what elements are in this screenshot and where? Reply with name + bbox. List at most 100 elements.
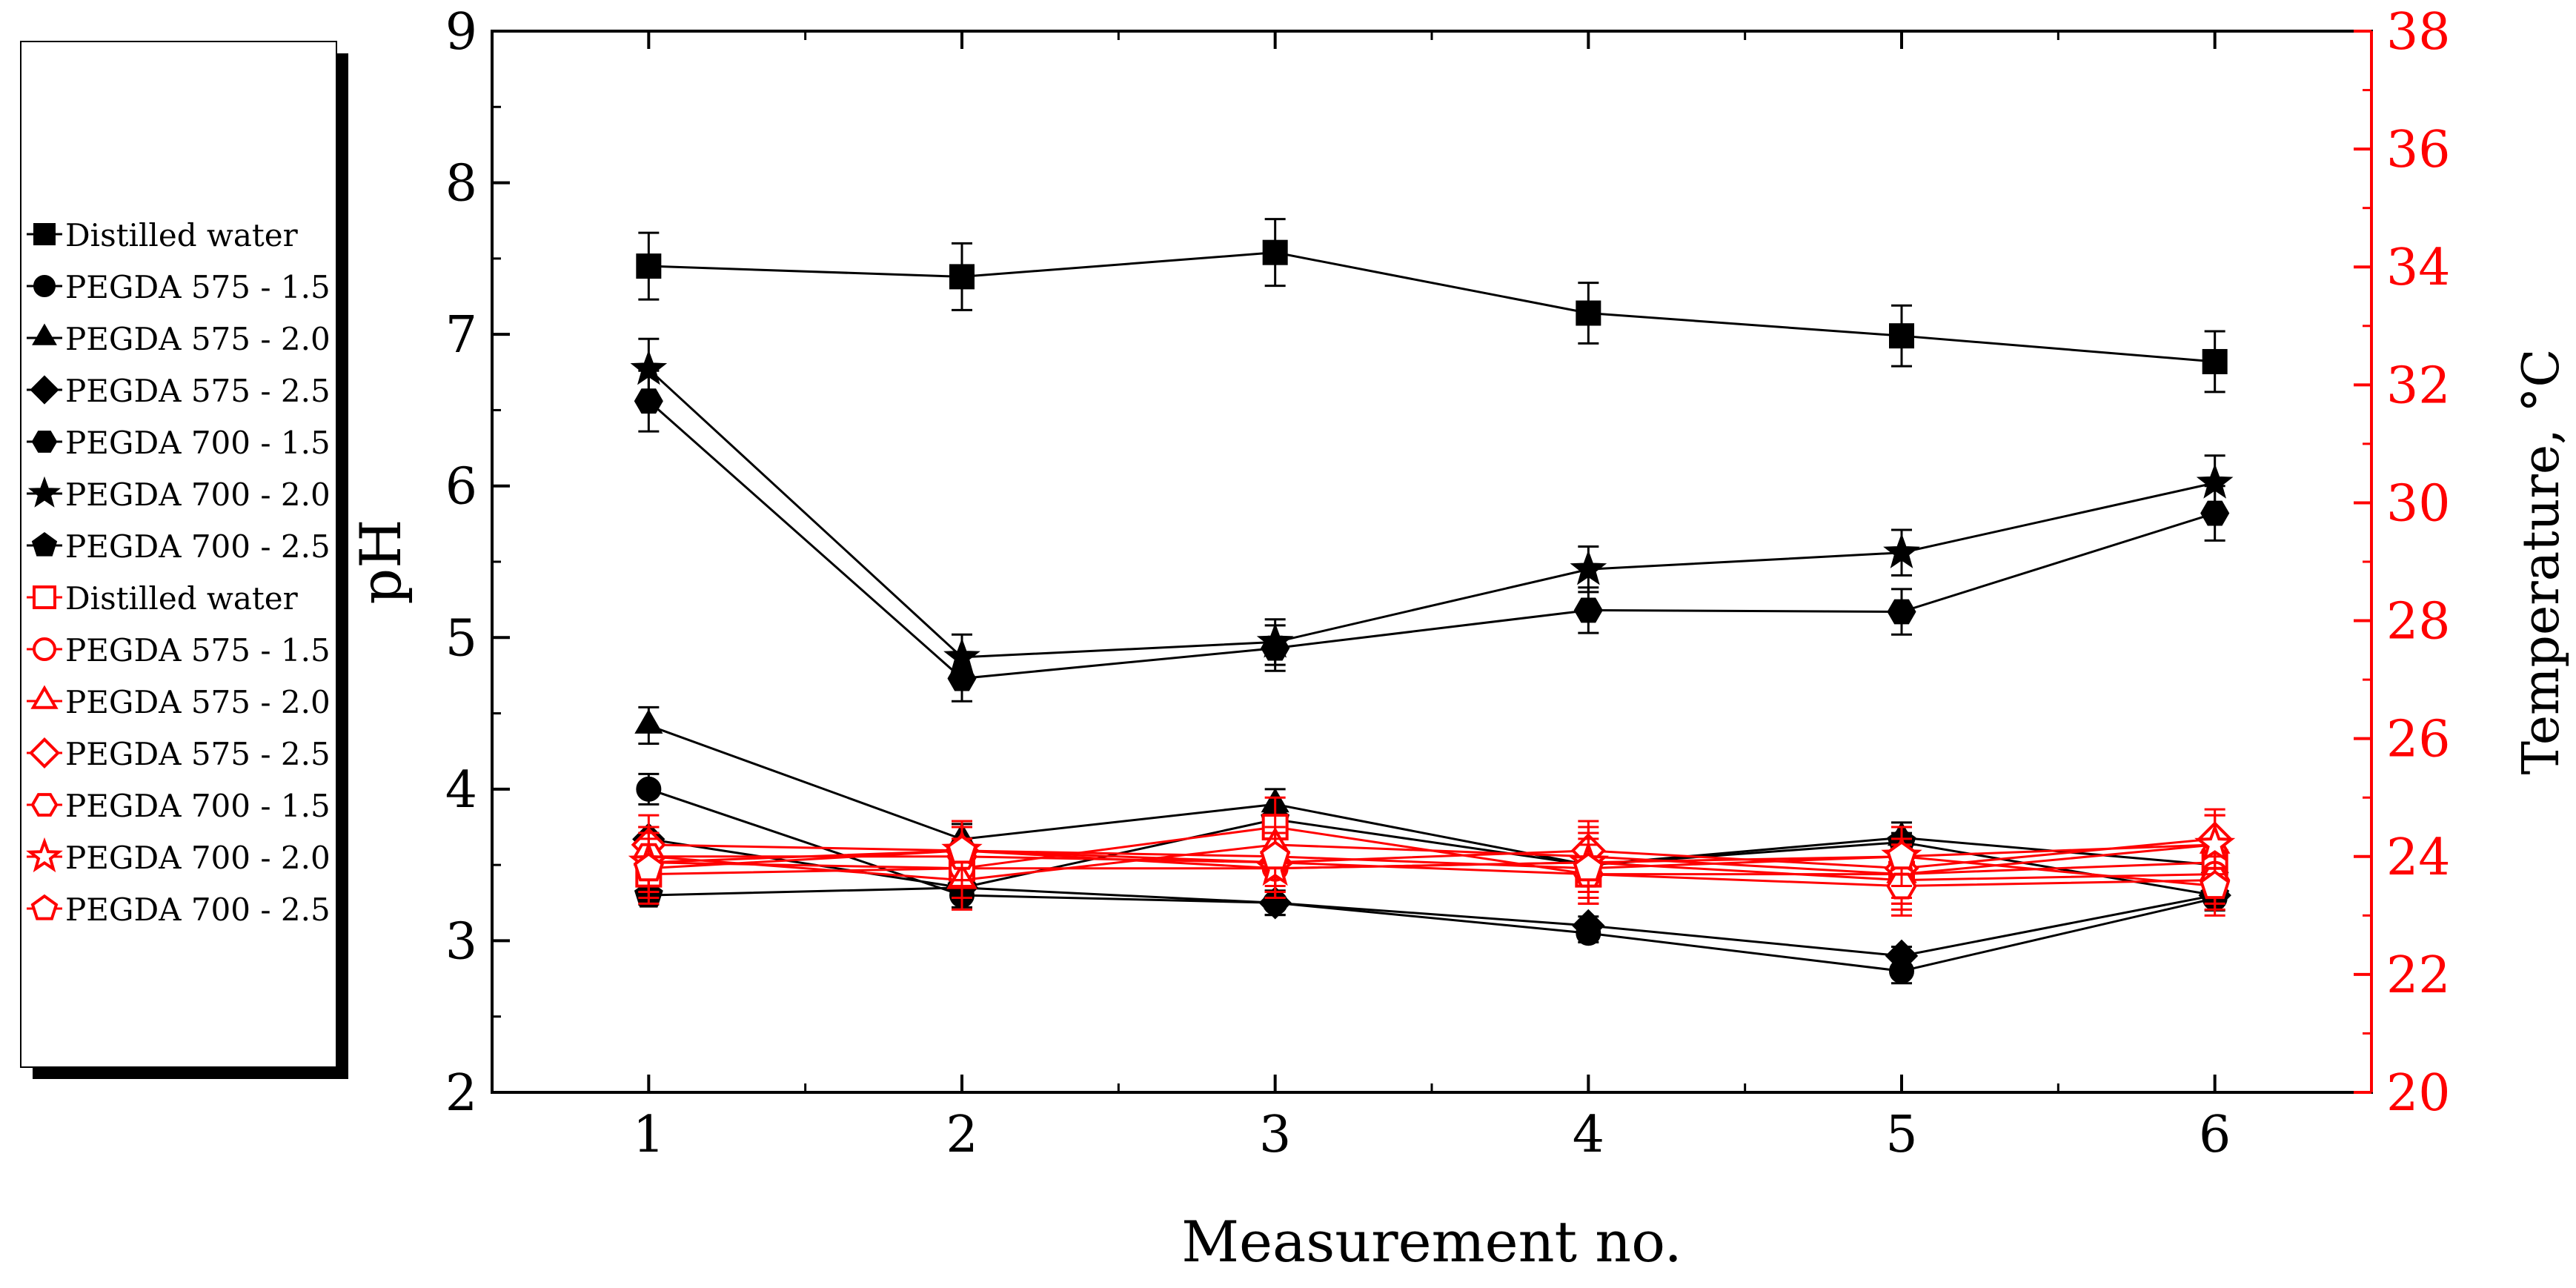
legend-label: PEGDA 575 - 2.0 [65, 684, 331, 720]
series-line [648, 818, 2215, 897]
legend-marker-square [33, 585, 56, 609]
series-line [648, 400, 2216, 680]
data-point [2194, 823, 2236, 863]
data-point [634, 388, 663, 414]
data-point [1256, 623, 1294, 658]
legend-label: Distilled water [65, 580, 299, 617]
legend-item: PEGDA 575 - 1.5 [27, 632, 331, 668]
y-tick-label: 2 [445, 1064, 477, 1123]
series-ph-0 [636, 218, 2228, 394]
data-point [636, 776, 662, 802]
legend-item: PEGDA 575 - 2.0 [27, 684, 331, 720]
series-line [648, 837, 2215, 870]
y-tick-label: 4 [445, 761, 477, 820]
legend-marker-hexagon [31, 431, 58, 453]
legend-item: PEGDA 700 - 2.0 [27, 476, 331, 513]
legend-item: PEGDA 575 - 2.5 [27, 736, 331, 772]
legend-label: PEGDA 575 - 2.0 [65, 321, 331, 357]
series-line [648, 788, 2216, 972]
legend-label: PEGDA 700 - 2.0 [65, 840, 331, 876]
y2-tick-label: 36 [2386, 121, 2451, 179]
series-line [648, 368, 2215, 659]
data-point [634, 708, 663, 734]
legend-label: PEGDA 700 - 1.5 [65, 788, 331, 824]
y2-tick-label: 24 [2386, 829, 2451, 887]
y-axis-label: pH [348, 519, 414, 605]
legend-items: Distilled water PEGDA 575 - 1.5 PEGDA 575 … [26, 217, 331, 928]
legend-marker-circle [33, 637, 56, 661]
data-point [1570, 550, 1607, 585]
y2-tick-label: 20 [2386, 1064, 2451, 1123]
legend-label: PEGDA 575 - 1.5 [65, 269, 331, 305]
x-tick-label: 3 [1259, 1106, 1291, 1164]
legend-label: PEGDA 700 - 2.5 [65, 528, 331, 565]
series-ph-5 [630, 337, 2234, 682]
x-tick-label: 2 [946, 1106, 977, 1164]
y-tick-label: 9 [445, 3, 477, 62]
data-point [630, 350, 668, 385]
series-layer [628, 218, 2236, 985]
legend-marker-triangle [30, 685, 59, 709]
legend-item: PEGDA 575 - 2.0 [27, 321, 331, 357]
legend-label: PEGDA 575 - 2.5 [65, 736, 331, 772]
legend-marker-circle [33, 275, 56, 297]
data-point [1889, 323, 1914, 349]
legend-label: Distilled water [65, 217, 299, 253]
legend-item: PEGDA 700 - 1.5 [27, 788, 331, 824]
data-point [1260, 840, 1291, 870]
data-point [1573, 852, 1604, 882]
legend-box [20, 41, 337, 1068]
legend-marker-star [26, 837, 63, 873]
x-axis-label: Measurement no. [1181, 1209, 1682, 1275]
data-point [1576, 300, 1601, 326]
x-tick-label: 4 [1573, 1106, 1604, 1164]
data-point [2200, 500, 2230, 526]
y-tick-label: 6 [445, 458, 477, 517]
data-point [633, 852, 664, 882]
data-point [943, 637, 980, 673]
x-tick-label: 5 [1885, 1106, 1917, 1164]
x-tick-label: 6 [2199, 1106, 2231, 1164]
data-point [1886, 840, 1917, 870]
data-point [1573, 597, 1603, 623]
data-point [949, 264, 975, 290]
y2-tick-label: 30 [2386, 474, 2451, 533]
legend-marker-diamond [30, 375, 59, 405]
legend-label: PEGDA 575 - 1.5 [65, 632, 331, 668]
data-point [946, 834, 977, 864]
legend-marker-pentagon [31, 531, 58, 557]
series-line [648, 724, 2215, 866]
legend-marker-triangle [32, 323, 57, 345]
legend-marker-pentagon [30, 894, 59, 920]
legend-marker-hexagon [30, 793, 59, 817]
legend-item: PEGDA 700 - 2.5 [27, 528, 331, 565]
y-tick-label: 8 [445, 155, 477, 213]
data-point [2196, 463, 2234, 499]
x-tick-label: 1 [633, 1106, 665, 1164]
legend-item: Distilled water [27, 580, 299, 617]
legend-item: PEGDA 700 - 2.0 [26, 837, 331, 876]
series-line [648, 251, 2215, 363]
data-point [2202, 348, 2228, 374]
y2-tick-label: 32 [2386, 356, 2451, 415]
series-temp-13 [633, 820, 2231, 917]
data-point [1887, 599, 1916, 625]
legend-marker-star [27, 476, 62, 508]
data-point [1572, 909, 1605, 943]
series-ph-4 [634, 369, 2230, 703]
y2-tick-label: 34 [2386, 239, 2451, 297]
plot-frame [491, 30, 2373, 1094]
legend-item: PEGDA 700 - 1.5 [27, 425, 331, 461]
y2-tick-label: 38 [2386, 3, 2451, 62]
legend-item: PEGDA 575 - 2.5 [27, 373, 331, 409]
series-line [648, 843, 2215, 882]
series-line [648, 837, 2215, 957]
legend-item: PEGDA 575 - 1.5 [27, 269, 331, 305]
y2-tick-label: 26 [2386, 711, 2451, 769]
legend-marker-square [33, 223, 56, 245]
data-point [2200, 869, 2231, 900]
data-point [1883, 533, 1920, 568]
legend-label: PEGDA 700 - 2.5 [65, 892, 331, 928]
